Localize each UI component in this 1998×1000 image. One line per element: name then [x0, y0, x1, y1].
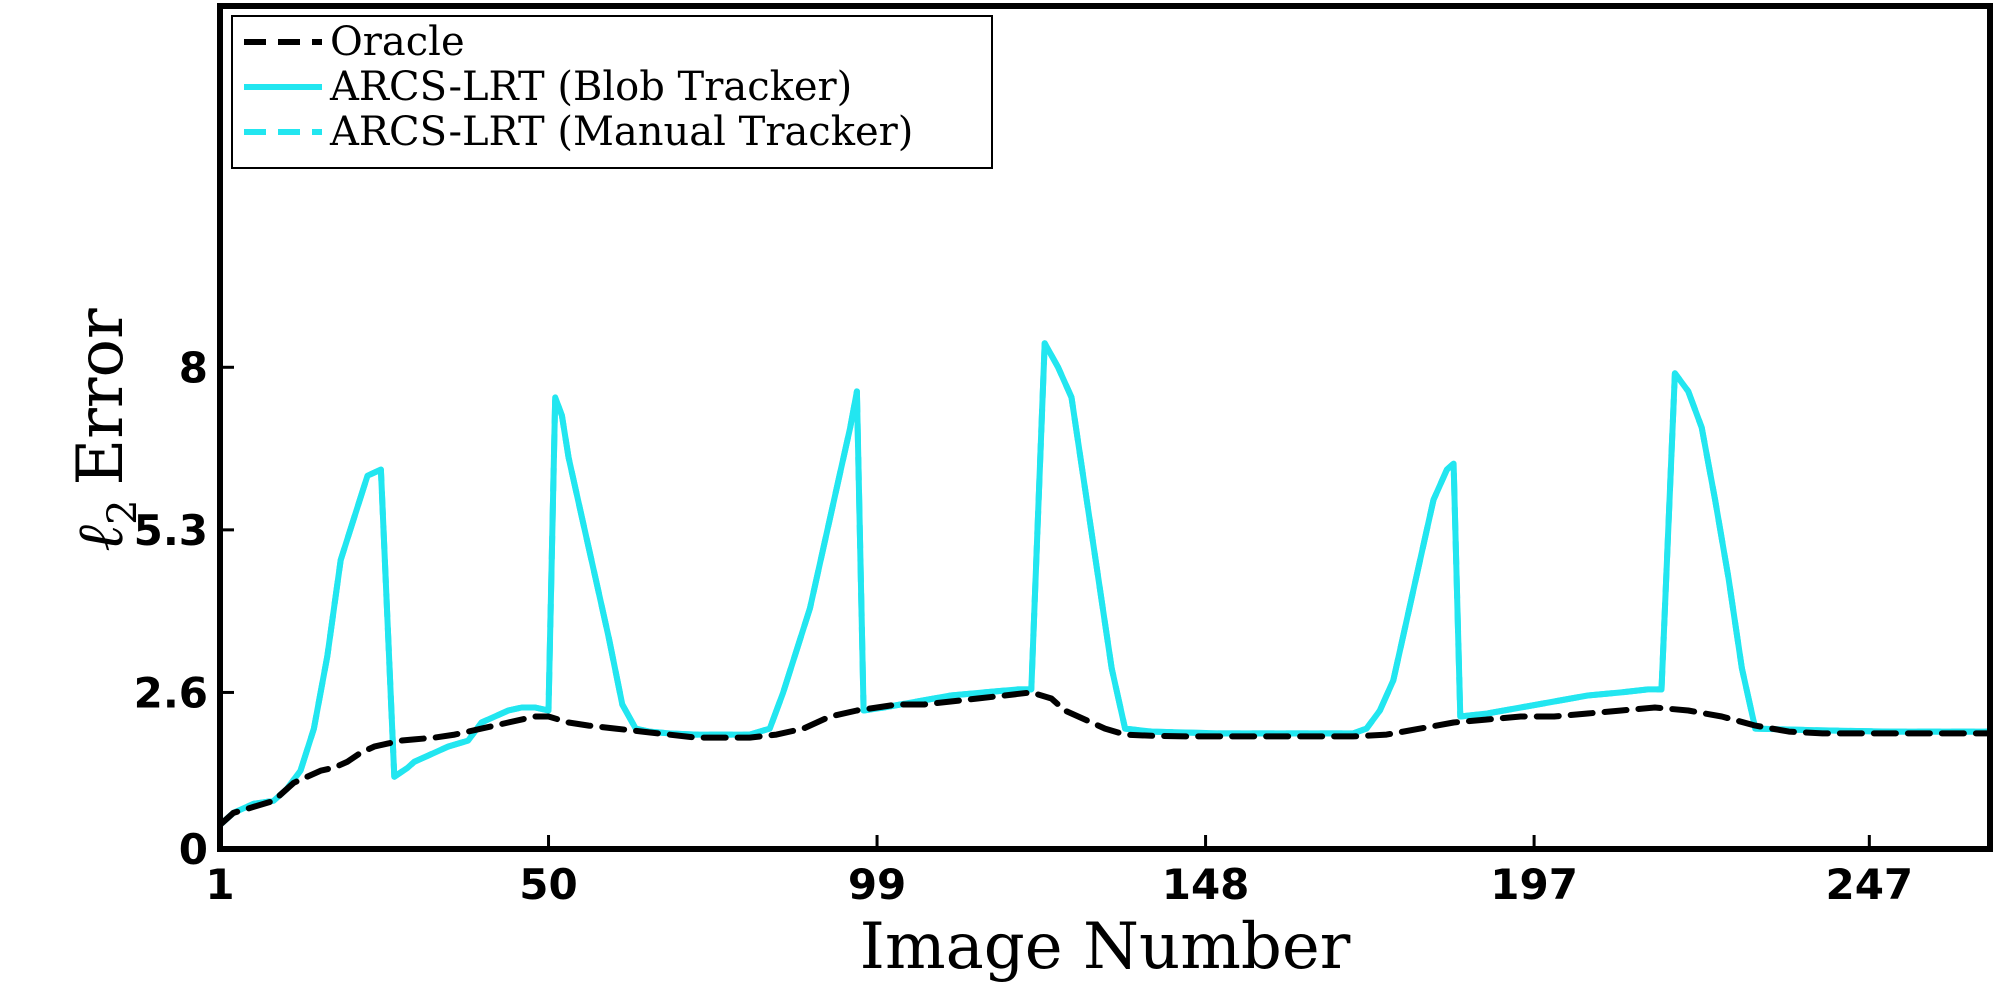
- series-line-1: [217, 340, 1993, 828]
- series-line-0: [217, 689, 1993, 828]
- legend: Oracle ARCS-LRT (Blob Tracker) ARCS-LRT …: [231, 15, 993, 169]
- y-axis-title-symbol: ℓ: [64, 525, 138, 552]
- x-tick-label: 197: [1490, 860, 1578, 909]
- y-axis: 0 2.6 5.3 8: [134, 343, 234, 874]
- y-tick-label: 0: [179, 825, 208, 874]
- series-layer: [217, 340, 1993, 828]
- y-axis-title-subscript: 2: [100, 499, 146, 524]
- series-line-2: [217, 340, 1993, 828]
- legend-box: [231, 15, 993, 169]
- legend-label-oracle: Oracle: [330, 19, 465, 65]
- x-tick-label: 99: [848, 860, 906, 909]
- x-axis: 1 50 99 148 197 247: [205, 835, 1913, 909]
- x-tick-label: 50: [519, 860, 577, 909]
- y-tick-label: 8: [179, 343, 208, 392]
- x-tick-label: 148: [1162, 860, 1250, 909]
- svg-text:ℓ2Error: ℓ2 Error: [64, 308, 146, 552]
- x-axis-title: Image Number: [860, 910, 1351, 984]
- y-axis-title: ℓ2 Error: [64, 308, 146, 552]
- plot-frame: [217, 3, 1993, 852]
- y-axis-title-text: Error: [64, 308, 138, 485]
- y-tick-label: 5.3: [134, 506, 208, 555]
- x-tick-label: 247: [1825, 860, 1913, 909]
- x-tick-label: 1: [205, 860, 234, 909]
- legend-label-manual-tracker: ARCS-LRT (Manual Tracker): [329, 109, 913, 155]
- y-tick-label: 2.6: [134, 668, 208, 717]
- legend-label-blob-tracker: ARCS-LRT (Blob Tracker): [329, 64, 852, 110]
